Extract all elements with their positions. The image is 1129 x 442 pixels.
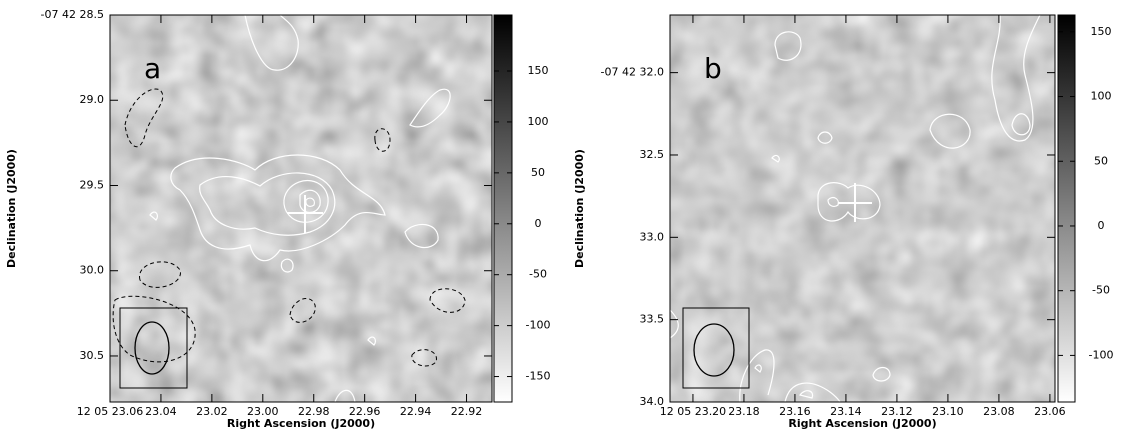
x-tick-label: 22.96 [349,405,381,418]
x-tick-label: 22.94 [400,405,432,418]
beam-box [682,307,750,389]
x-tick-label: 22.92 [451,405,483,418]
y-axis-label: Declination (J2000) [5,149,18,268]
colorbar-tick-label: 50 [531,166,545,179]
plot-frame [109,14,493,403]
y-tick-label: -07 42 32.0 [601,66,664,79]
x-tick-label: 23.00 [247,405,279,418]
y-tick-label: -07 42 28.5 [41,8,104,21]
neg-contours-a [112,88,466,367]
colorbar-tick-label: 0 [535,217,542,230]
y-tick-label: 32.5 [640,148,665,161]
y-tick-label: 30.5 [80,349,105,362]
x-axis-label: Right Ascension (J2000) [788,417,936,430]
colorbar-tick-label: 100 [528,115,549,128]
image-b [670,15,1055,402]
plot-frame [669,14,1056,403]
marker-a [287,195,323,233]
y-tick-label: 33.0 [640,230,665,243]
y-tick-label: 29.5 [80,178,105,191]
colorbar [493,14,513,403]
x-tick-label: 23.16 [779,405,811,418]
colorbar-tick-label: 100 [1091,90,1112,103]
beam-box [119,307,188,389]
colorbar-tick-label: -150 [526,370,551,383]
colorbar-tick-label: -50 [1092,284,1110,297]
y-tick-label: 29.0 [80,93,105,106]
y-tick-label: 30.0 [80,264,105,277]
x-axis-label: Right Ascension (J2000) [227,417,375,430]
x-tick-label: 23.10 [932,405,964,418]
y-tick-label: 34.0 [640,395,665,408]
colorbar-tick-label: 150 [528,64,549,77]
colorbar-tick-label: -100 [526,319,551,332]
x-tick-label: 23.18 [728,405,760,418]
colorbar-tick-label: 0 [1098,219,1105,232]
x-tick-label: 22.98 [298,405,330,418]
y-tick-label: 33.5 [640,313,665,326]
colorbar-tick-label: 150 [1091,25,1112,38]
x-tick-label: 23.02 [196,405,228,418]
colorbar-tick-label: 50 [1094,154,1108,167]
panel-label: b [704,52,722,85]
x-tick-label: 23.04 [145,405,177,418]
x-tick-label: 23.06 [1034,405,1066,418]
colorbar-tick-label: -100 [1089,348,1114,361]
colorbar-tick-label: -50 [529,268,547,281]
contours-a [149,14,451,403]
x-tick-label: 23.08 [983,405,1015,418]
marker-b [838,183,872,222]
x-tick-label: 23.12 [881,405,913,418]
y-axis-label: Declination (J2000) [573,149,586,268]
beam [693,323,735,377]
x-tick-label: 12 05 23.20 [660,405,726,418]
x-tick-label: 23.14 [830,405,862,418]
panel-label: a [144,52,161,85]
colorbar [1057,14,1076,403]
contours-b [669,14,1041,403]
x-tick-label: 12 05 23.06 [77,405,143,418]
beam [134,321,170,375]
